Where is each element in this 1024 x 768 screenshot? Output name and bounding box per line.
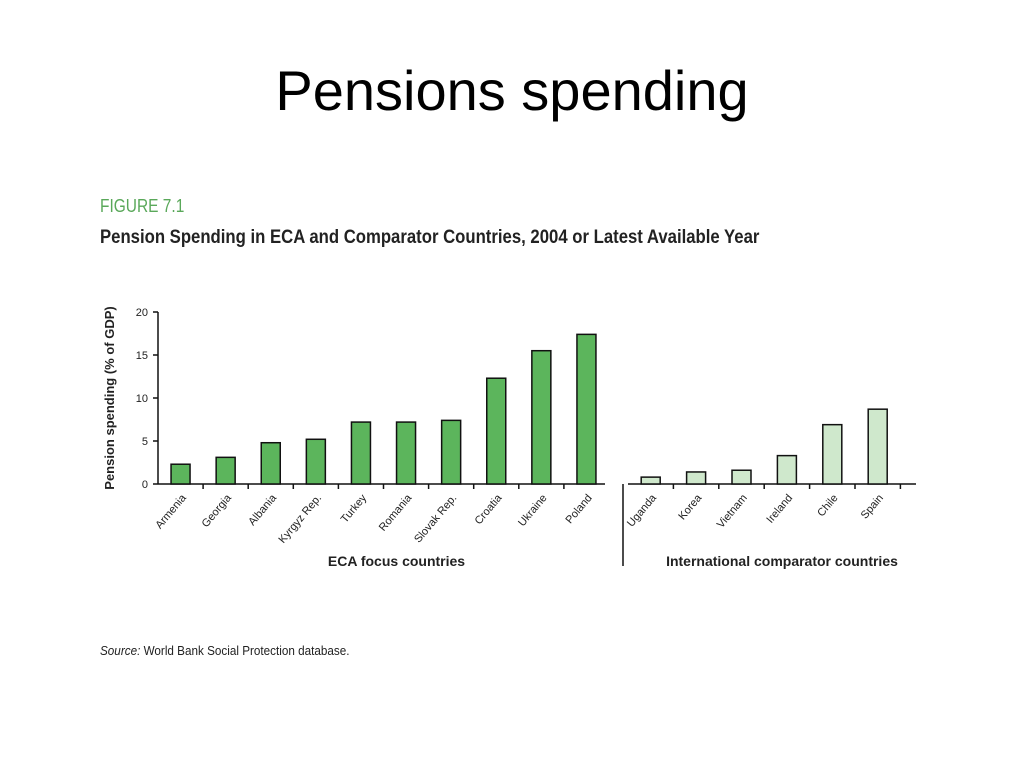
bar-turkey xyxy=(350,421,372,485)
bar-slovak-rep- xyxy=(440,419,462,485)
y-axis: 0 5 10 15 20 Pension spending (% of GDP) xyxy=(102,306,159,491)
x-tick-label: Slovak Rep. xyxy=(412,492,459,545)
y-tick-label: 5 xyxy=(142,436,148,448)
source-label: Source: xyxy=(100,643,141,658)
x-tick-label: Ukraine xyxy=(516,492,550,529)
x-tick-label: Ireland xyxy=(764,492,795,525)
bar-croatia xyxy=(486,377,507,485)
x-tick-label: Poland xyxy=(564,492,595,526)
x-tick-label: Turkey xyxy=(339,492,370,526)
bar-uganda xyxy=(640,476,661,485)
x-tick-label: Korea xyxy=(676,492,705,523)
slide-title: Pensions spending xyxy=(275,59,749,122)
x-tick-label: Uganda xyxy=(625,492,660,530)
pension-spending-chart: 0 5 10 15 20 Pension spending (% of GDP) Arme… xyxy=(102,306,916,569)
bar-ireland xyxy=(776,454,798,485)
x-tick-label: Romania xyxy=(377,492,415,534)
bar-vietnam xyxy=(731,469,752,485)
x-tick-label: Georgia xyxy=(200,492,235,530)
source-text: World Bank Social Protection database. xyxy=(143,643,350,658)
figure-label: FIGURE 7.1 xyxy=(100,196,185,216)
figure-title: Pension Spending in ECA and Comparator C… xyxy=(100,227,760,248)
bar-chile xyxy=(822,423,843,485)
x-tick-label: Chile xyxy=(815,492,840,519)
bar-kyrgyz-rep- xyxy=(305,438,327,485)
x-tick-label: Spain xyxy=(859,492,886,521)
x-tick-label: Vietnam xyxy=(715,492,750,530)
y-tick-label: 15 xyxy=(136,350,148,362)
bar-armenia xyxy=(170,463,191,485)
bar-albania xyxy=(260,441,281,485)
x-tick-label: Croatia xyxy=(473,492,506,528)
bars xyxy=(158,333,916,489)
x-tick-label: Albania xyxy=(246,492,279,528)
y-tick-label: 0 xyxy=(142,479,148,491)
bar-spain xyxy=(867,408,888,485)
bar-georgia xyxy=(215,456,236,485)
y-axis-title: Pension spending (% of GDP) xyxy=(102,306,117,489)
source-note: Source: World Bank Social Protection dat… xyxy=(100,643,350,658)
x-tick-label: Armenia xyxy=(153,492,189,532)
bar-romania xyxy=(395,421,417,485)
y-tick-label: 20 xyxy=(136,307,148,319)
bar-ukraine xyxy=(531,349,552,485)
y-tick-label: 10 xyxy=(136,393,148,405)
group-label: International comparator countries xyxy=(666,553,898,569)
bar-korea xyxy=(685,471,707,485)
x-tick-label: Kyrgyz Rep. xyxy=(276,492,324,546)
group-label: ECA focus countries xyxy=(328,553,465,569)
group-labels: ECA focus countries International compara… xyxy=(328,484,898,569)
bar-poland xyxy=(576,333,597,485)
